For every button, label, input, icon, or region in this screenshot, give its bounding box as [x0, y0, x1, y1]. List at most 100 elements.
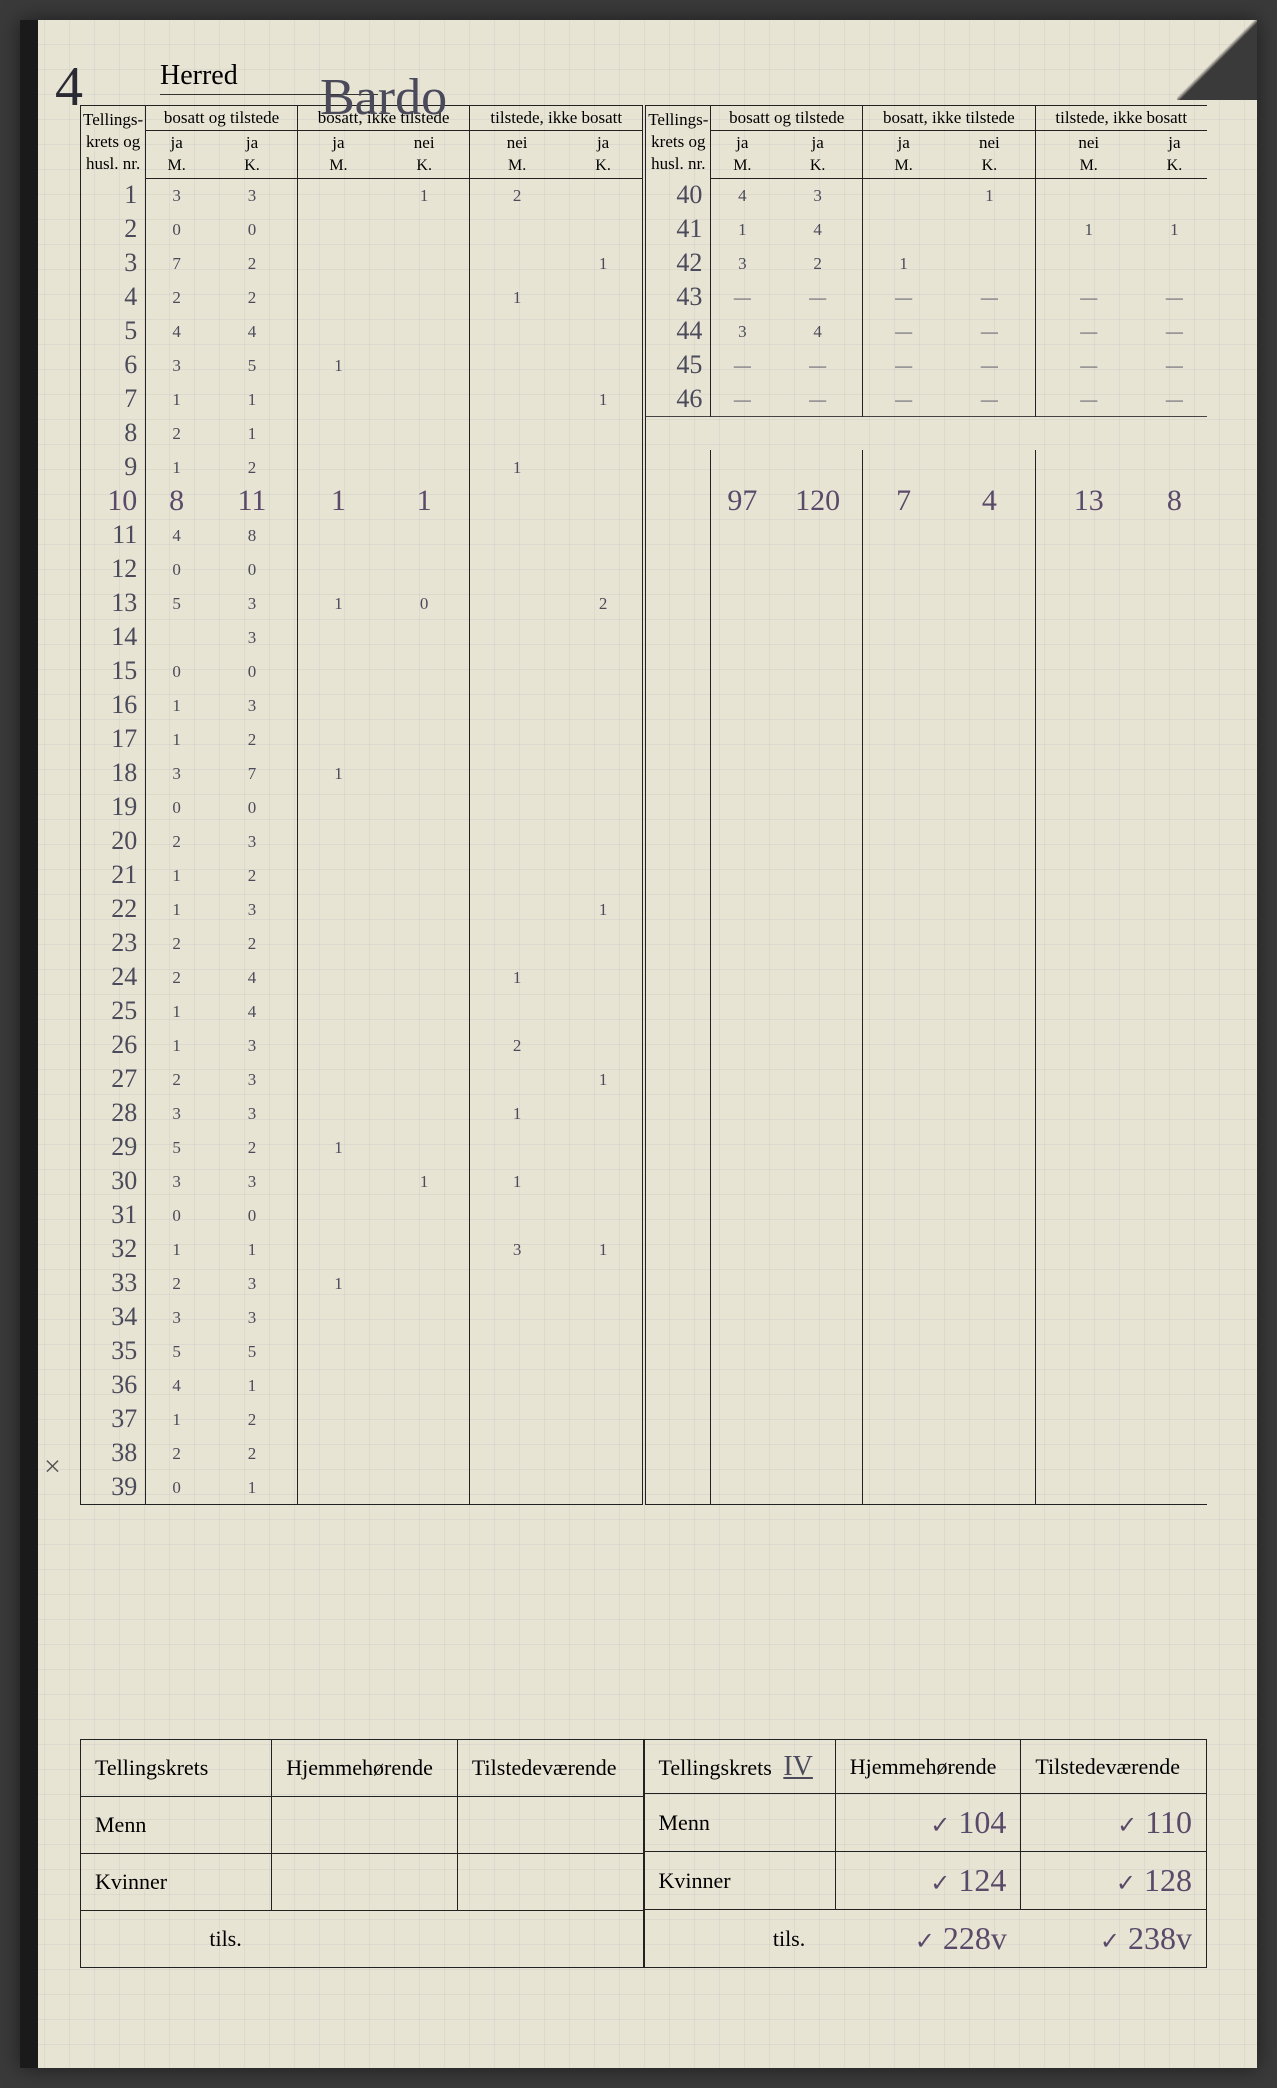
- cell: [1035, 1164, 1142, 1198]
- cell: [564, 1266, 644, 1300]
- cell: [1142, 1130, 1207, 1164]
- cell: [1035, 1232, 1142, 1266]
- cell: 3: [207, 586, 297, 620]
- cell: [773, 552, 862, 586]
- cell: [773, 1062, 862, 1096]
- cell: [711, 858, 773, 892]
- cell: 1: [146, 688, 207, 722]
- table-row: 1900: [81, 790, 1208, 824]
- table-row: 3901: [81, 1470, 1208, 1504]
- cell: [863, 1334, 945, 1368]
- cell: 31: [81, 1198, 146, 1232]
- cell: [773, 926, 862, 960]
- cell: 1: [564, 1062, 644, 1096]
- cell: —: [773, 348, 862, 382]
- cell: [863, 926, 945, 960]
- cell: [379, 1334, 470, 1368]
- cell: [773, 892, 862, 926]
- cell: [863, 1266, 945, 1300]
- cell: 2: [470, 178, 564, 212]
- table-row: 3100: [81, 1198, 1208, 1232]
- cell: [564, 1300, 644, 1334]
- x-mark: ×: [44, 1450, 61, 1484]
- cell: 120: [773, 484, 862, 518]
- table-row: 1613: [81, 688, 1208, 722]
- sum-tils-tilstede: ✓238v: [1021, 1910, 1207, 1968]
- cell: [297, 1164, 379, 1198]
- table-head: Tellings- krets og husl. nr. bosatt og t…: [81, 106, 1208, 179]
- table-row: 1331240431: [81, 178, 1208, 212]
- cell: 9: [81, 450, 146, 484]
- cell: [1035, 756, 1142, 790]
- cell: 1: [297, 586, 379, 620]
- cell: [564, 552, 644, 586]
- cell: [711, 1266, 773, 1300]
- cell: [644, 688, 711, 722]
- val: 238v: [1128, 1920, 1192, 1956]
- summary-table-left: Tellingskrets Hjemmehørende Tilstedevære…: [80, 1739, 644, 1968]
- cell: [470, 722, 564, 756]
- mk-m: M.: [1035, 155, 1142, 178]
- cell: [711, 1436, 773, 1470]
- cell: 0: [146, 212, 207, 246]
- cell: [644, 1164, 711, 1198]
- summary-table-right: Tellingskrets IV Hjemmehørende Tilstedev…: [644, 1739, 1208, 1968]
- cell: 25: [81, 994, 146, 1028]
- cell: [944, 1096, 1035, 1130]
- sub-ja: ja: [297, 131, 379, 156]
- cell: [644, 518, 711, 552]
- cell: [297, 1402, 379, 1436]
- cell: [297, 654, 379, 688]
- cell: 46: [644, 382, 711, 416]
- cell: [470, 1368, 564, 1402]
- cell: 5: [146, 1334, 207, 1368]
- cell: [564, 314, 644, 348]
- cell: 1: [146, 1028, 207, 1062]
- sub-ja: ja: [564, 131, 644, 156]
- sub-nei: nei: [379, 131, 470, 156]
- cell: [564, 688, 644, 722]
- cell: [564, 994, 644, 1028]
- cell: 29: [81, 1130, 146, 1164]
- cell: [379, 1232, 470, 1266]
- cell: —: [863, 314, 945, 348]
- cell: [1142, 824, 1207, 858]
- cell: [564, 518, 644, 552]
- cell: 11: [207, 484, 297, 518]
- cell: [644, 790, 711, 824]
- sub-ja: ja: [1142, 131, 1207, 156]
- cell: 38: [81, 1436, 146, 1470]
- sum-kvinner-tilstede-blank: [457, 1854, 643, 1911]
- cell: [470, 518, 564, 552]
- cell: 1: [564, 246, 644, 280]
- cell: [1035, 654, 1142, 688]
- cell: [711, 1028, 773, 1062]
- cell: [944, 620, 1035, 654]
- table-row: 3822: [81, 1436, 1208, 1470]
- cell: 28: [81, 1096, 146, 1130]
- cell: [644, 1266, 711, 1300]
- cell: 1: [207, 1470, 297, 1504]
- cell: [564, 280, 644, 314]
- cell: [711, 1164, 773, 1198]
- cell: 0: [207, 790, 297, 824]
- val: 124: [958, 1862, 1006, 1898]
- cell: —: [1035, 382, 1142, 416]
- cell: 4: [773, 314, 862, 348]
- cell: [1035, 824, 1142, 858]
- val: 228v: [943, 1920, 1007, 1956]
- table-row: 711146——————: [81, 382, 1208, 416]
- cell: [644, 858, 711, 892]
- table-row: 2514: [81, 994, 1208, 1028]
- cell: [1035, 1368, 1142, 1402]
- cell: [863, 858, 945, 892]
- table-row: 372142321: [81, 246, 1208, 280]
- cell: 16: [81, 688, 146, 722]
- cell: [297, 280, 379, 314]
- cell: [711, 552, 773, 586]
- cell: [1035, 246, 1142, 280]
- cell: [644, 1470, 711, 1504]
- sum-head-tilstede: Tilstedeværende: [457, 1740, 643, 1797]
- cell: [863, 620, 945, 654]
- cell: [379, 1062, 470, 1096]
